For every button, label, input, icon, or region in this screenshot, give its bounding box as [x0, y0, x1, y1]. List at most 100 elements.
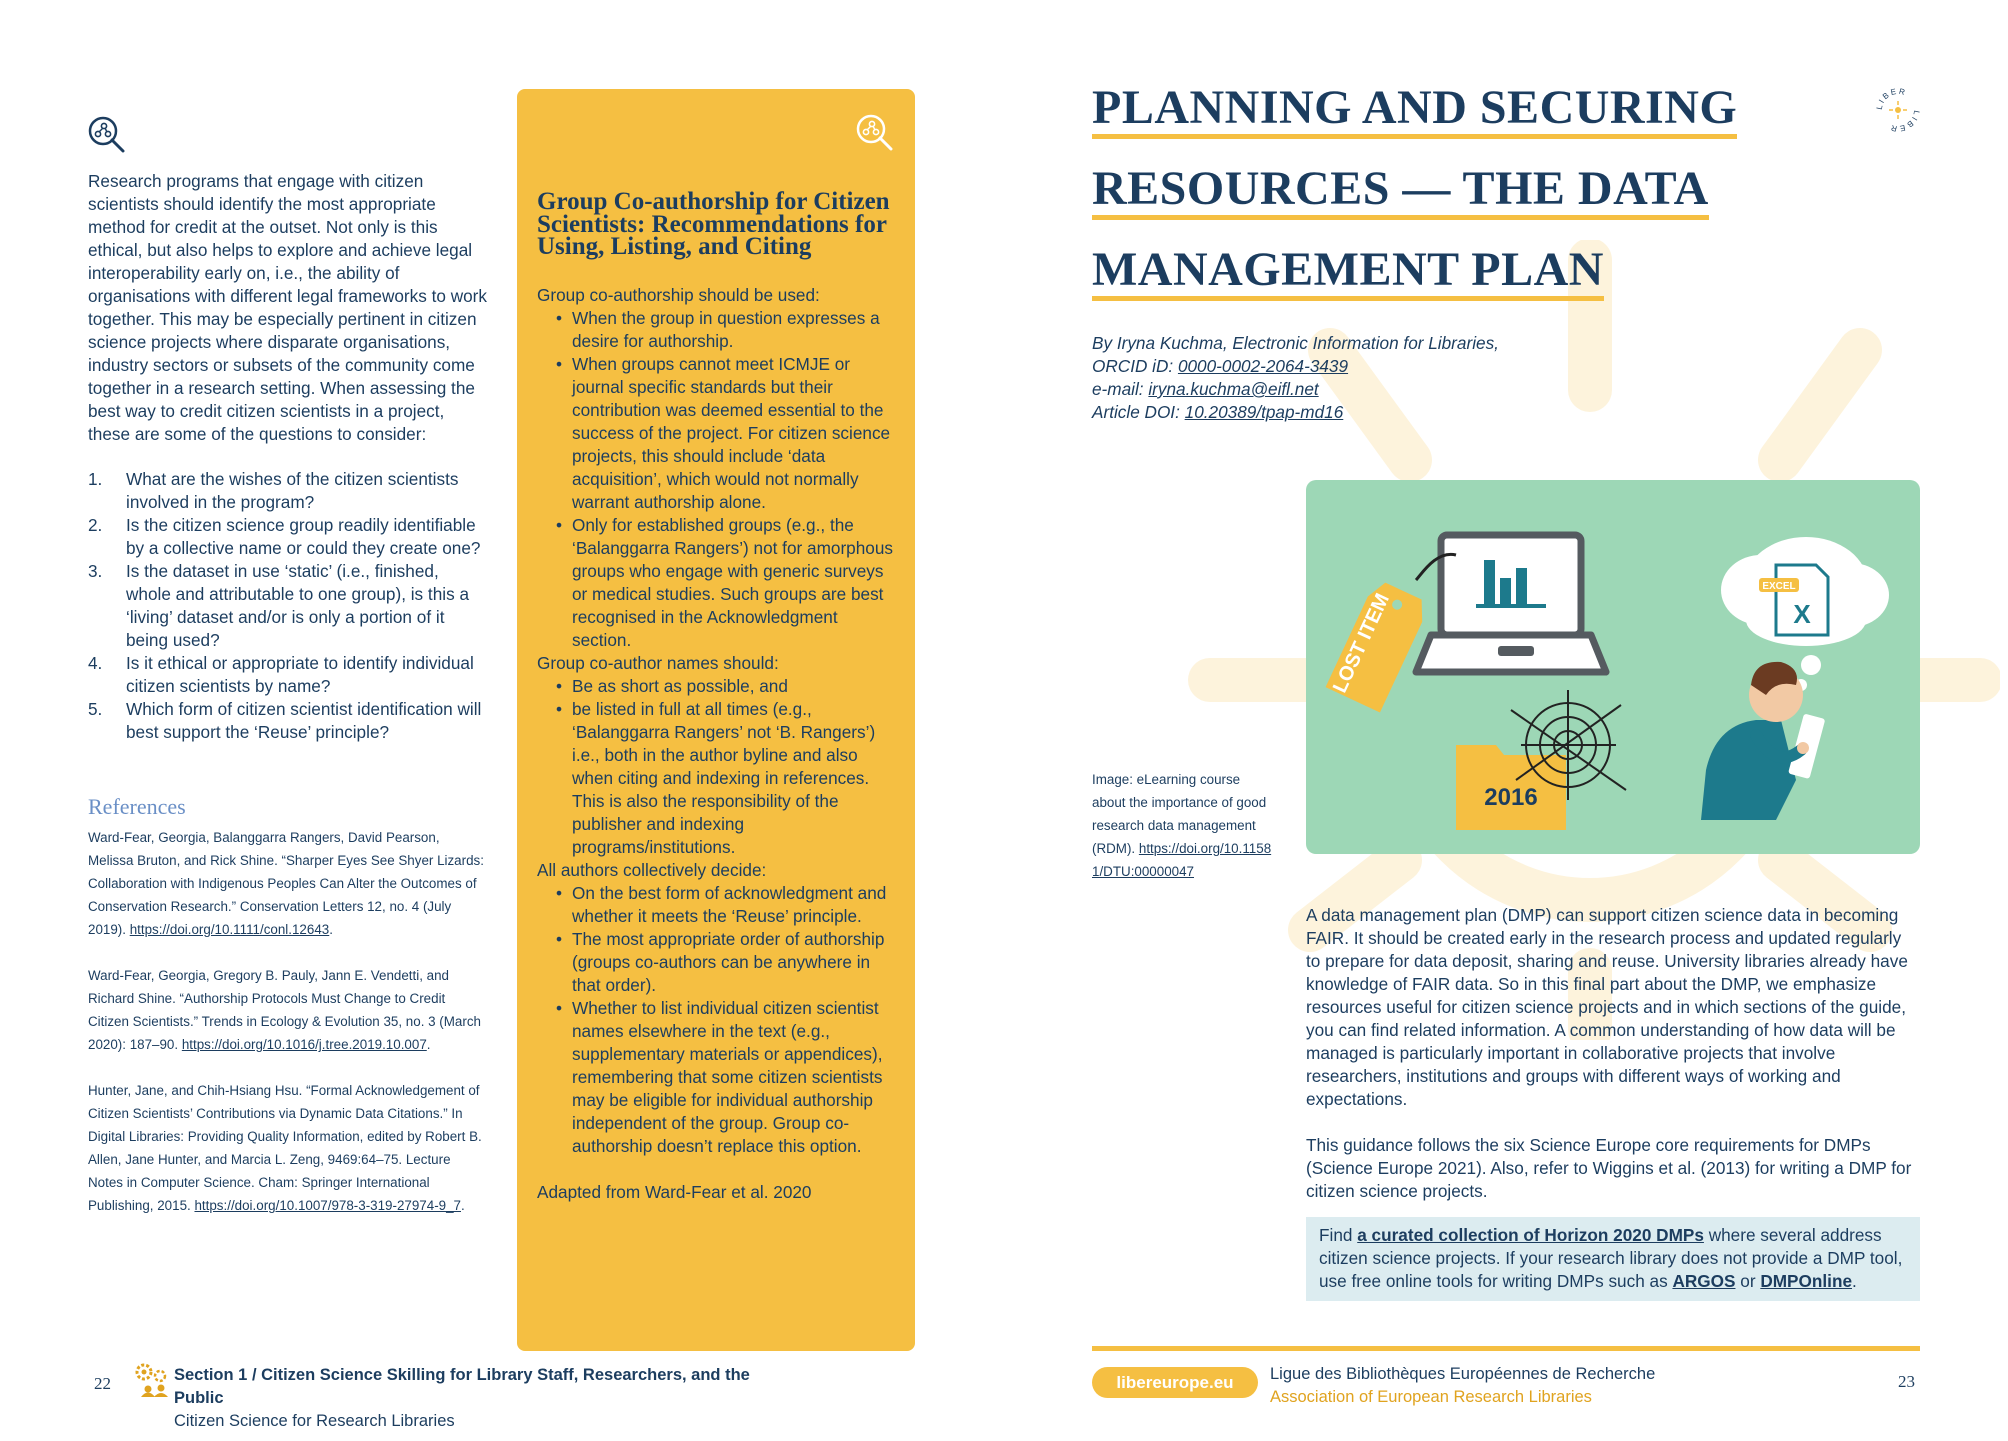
- website-link[interactable]: libereurope.eu: [1092, 1367, 1258, 1398]
- question-number: 4.: [88, 653, 103, 673]
- box-body: Group co-authorship should be used:When …: [537, 284, 895, 1158]
- box-list-item: Whether to list individual citizen scien…: [537, 997, 895, 1158]
- body-paragraph: A data management plan (DMP) can support…: [1306, 905, 1908, 1109]
- doi-label: Article DOI:: [1092, 402, 1185, 422]
- question-number: 5.: [88, 699, 103, 719]
- people-cogs-icon: [134, 1362, 170, 1398]
- association-name-fr: Ligue des Bibliothèques Européennes de R…: [1270, 1365, 1656, 1383]
- association-name: Ligue des Bibliothèques Européennes de R…: [1270, 1363, 1655, 1409]
- box-group-list: On the best form of acknowledgment and w…: [537, 882, 895, 1158]
- dmp-body: A data management plan (DMP) can support…: [1306, 904, 1920, 1203]
- laptop-icon: [1412, 531, 1610, 676]
- box-group-heading: Group co-authorship should be used:: [537, 284, 820, 305]
- horizon-dmps-link[interactable]: a curated collection of Horizon 2020 DMP…: [1357, 1225, 1704, 1245]
- box-list-item: When the group in question expresses a d…: [537, 307, 895, 353]
- reference-end: .: [461, 1198, 465, 1213]
- excel-badge-text: EXCEL: [1762, 581, 1795, 592]
- association-name-en: Association of European Research Librari…: [1270, 1388, 1592, 1406]
- question-number: 3.: [88, 561, 103, 581]
- reference-text: Hunter, Jane, and Chih-Hsiang Hsu. “Form…: [88, 1083, 482, 1213]
- info-text-or: or: [1735, 1271, 1761, 1291]
- info-text-end: .: [1852, 1271, 1857, 1291]
- reference-doi-link[interactable]: https://doi.org/10.1016/j.tree.2019.10.0…: [181, 1037, 427, 1052]
- reference-item: Ward-Fear, Georgia, Gregory B. Pauly, Ja…: [88, 964, 488, 1056]
- page-number-left: 22: [94, 1374, 111, 1393]
- box-group-heading: All authors collectively decide:: [537, 859, 767, 880]
- excel-letter-text: X: [1793, 599, 1811, 629]
- box-group-list: Be as short as possible, andbe listed in…: [537, 675, 895, 859]
- question-item: 1. What are the wishes of the citizen sci…: [88, 468, 488, 514]
- caption-link[interactable]: https://doi.org/10.11581/DTU:00000047: [1092, 841, 1272, 879]
- email-label: e-mail:: [1092, 379, 1149, 399]
- box-group-heading: Group co-author names should:: [537, 652, 779, 673]
- title-line: MANAGEMENT PLAN: [1092, 244, 1604, 301]
- reference-end: .: [329, 922, 333, 937]
- box-list-item: When groups cannot meet ICMJE or journal…: [537, 353, 895, 514]
- intro-paragraph: Research programs that engage with citiz…: [88, 171, 487, 444]
- box-group-list: When the group in question expresses a d…: [537, 307, 895, 652]
- questions-list: 1. What are the wishes of the citizen sci…: [88, 468, 488, 744]
- body-paragraph: This guidance follows the six Science Eu…: [1306, 1135, 1912, 1201]
- info-text-mid: where several address citizen science pr…: [1319, 1225, 1903, 1291]
- rdm-illustration: LOST ITEM 2016 EXCE: [1306, 480, 1920, 854]
- dmponline-link[interactable]: DMPOnline: [1760, 1271, 1852, 1291]
- question-text: What are the wishes of the citizen scien…: [126, 469, 459, 512]
- reference-item: Ward-Fear, Georgia, Balanggarra Rangers,…: [88, 826, 488, 941]
- box-title: Group Co-authorship for Citizen Scientis…: [537, 188, 890, 260]
- folder-year-text: 2016: [1484, 784, 1537, 811]
- image-caption: Image: eLearning course about the import…: [1092, 768, 1272, 883]
- title-line: PLANNING AND SECURING: [1092, 82, 1738, 139]
- spider-web-icon: [1510, 690, 1627, 800]
- reference-text: Ward-Fear, Georgia, Balanggarra Rangers,…: [88, 830, 484, 937]
- box-list-item: On the best form of acknowledgment and w…: [537, 882, 895, 928]
- info-text-pre: Find: [1319, 1225, 1358, 1245]
- question-text: Which form of citizen scientist identifi…: [126, 699, 482, 742]
- doi-link[interactable]: 10.20389/tpap-md16: [1184, 402, 1344, 422]
- question-item: 3. Is the dataset in use ‘static’ (i.e., …: [88, 560, 488, 652]
- orcid-link[interactable]: 0000-0002-2064-3439: [1177, 356, 1349, 376]
- question-number: 2.: [88, 515, 103, 535]
- question-item: 4. Is it ethical or appropriate to identi…: [88, 652, 488, 698]
- person-reading-icon: [1701, 661, 1825, 820]
- byline: By Iryna Kuchma, Electronic Information …: [1092, 332, 1499, 424]
- question-item: 5. Which form of citizen scientist identi…: [88, 698, 488, 744]
- references-list: Ward-Fear, Georgia, Balanggarra Rangers,…: [88, 826, 488, 1217]
- svg-text:LIBER: LIBER: [1875, 87, 1908, 111]
- liber-logo: LIBER LIBER: [1874, 86, 1922, 134]
- excel-file-icon: EXCEL X: [1759, 563, 1830, 637]
- recommendations-box: Group Co-authorship for Citizen Scientis…: [517, 89, 915, 1351]
- box-list-item: Be as short as possible, and: [537, 675, 895, 698]
- title-line: RESOURCES — THE DATA: [1092, 163, 1709, 220]
- search-icon: [854, 112, 894, 152]
- liber-logo-text: LIBER: [1875, 87, 1906, 111]
- argos-link[interactable]: ARGOS: [1672, 1271, 1736, 1291]
- left-footer: 22 Section 1 / Citizen Science Skilling …: [94, 1362, 794, 1430]
- publication-subtitle: Citizen Science for Research Libraries: [174, 1412, 455, 1430]
- question-number: 1.: [88, 469, 103, 489]
- question-text: Is the dataset in use ‘static’ (i.e., fi…: [126, 561, 470, 650]
- question-item: 2. Is the citizen science group readily i…: [88, 514, 488, 560]
- left-column: Research programs that engage with citiz…: [88, 112, 488, 1217]
- box-list-item: be listed in full at all times (e.g., ‘B…: [537, 698, 895, 859]
- email-link[interactable]: iryna.kuchma@eifl.net: [1148, 379, 1319, 399]
- question-text: Is it ethical or appropriate to identify…: [126, 653, 474, 696]
- folder-icon: 2016: [1456, 745, 1566, 830]
- box-source-note: Adapted from Ward-Fear et al. 2020: [537, 1181, 812, 1202]
- section-label: Section 1 / Citizen Science Skilling for…: [174, 1366, 750, 1407]
- liber-logo-text-bottom: LIBER: [1888, 110, 1919, 134]
- references-title: References: [88, 794, 186, 819]
- box-list-item: Only for established groups (e.g., the ‘…: [537, 514, 895, 652]
- reference-text: Ward-Fear, Georgia, Gregory B. Pauly, Ja…: [88, 968, 481, 1052]
- footer-divider: [1092, 1346, 1920, 1351]
- reference-end: .: [426, 1037, 431, 1052]
- reference-doi-link[interactable]: https://doi.org/10.1111/conl.12643: [129, 922, 330, 937]
- question-text: Is the citizen science group readily ide…: [126, 515, 481, 558]
- box-list-item: The most appropriate order of authorship…: [537, 928, 895, 997]
- reference-doi-link[interactable]: https://doi.org/10.1007/978-3-319-27974-…: [194, 1198, 461, 1213]
- svg-text:LIBER: LIBER: [1888, 110, 1921, 134]
- dmp-resources-box: Find a curated collection of Horizon 202…: [1306, 1217, 1920, 1301]
- reference-item: Hunter, Jane, and Chih-Hsiang Hsu. “Form…: [88, 1079, 488, 1217]
- page-title: PLANNING AND SECURING RESOURCES — THE DAT…: [1092, 74, 1738, 317]
- caption-text: Image: eLearning course about the import…: [1092, 772, 1267, 856]
- orcid-label: ORCID iD:: [1092, 356, 1178, 376]
